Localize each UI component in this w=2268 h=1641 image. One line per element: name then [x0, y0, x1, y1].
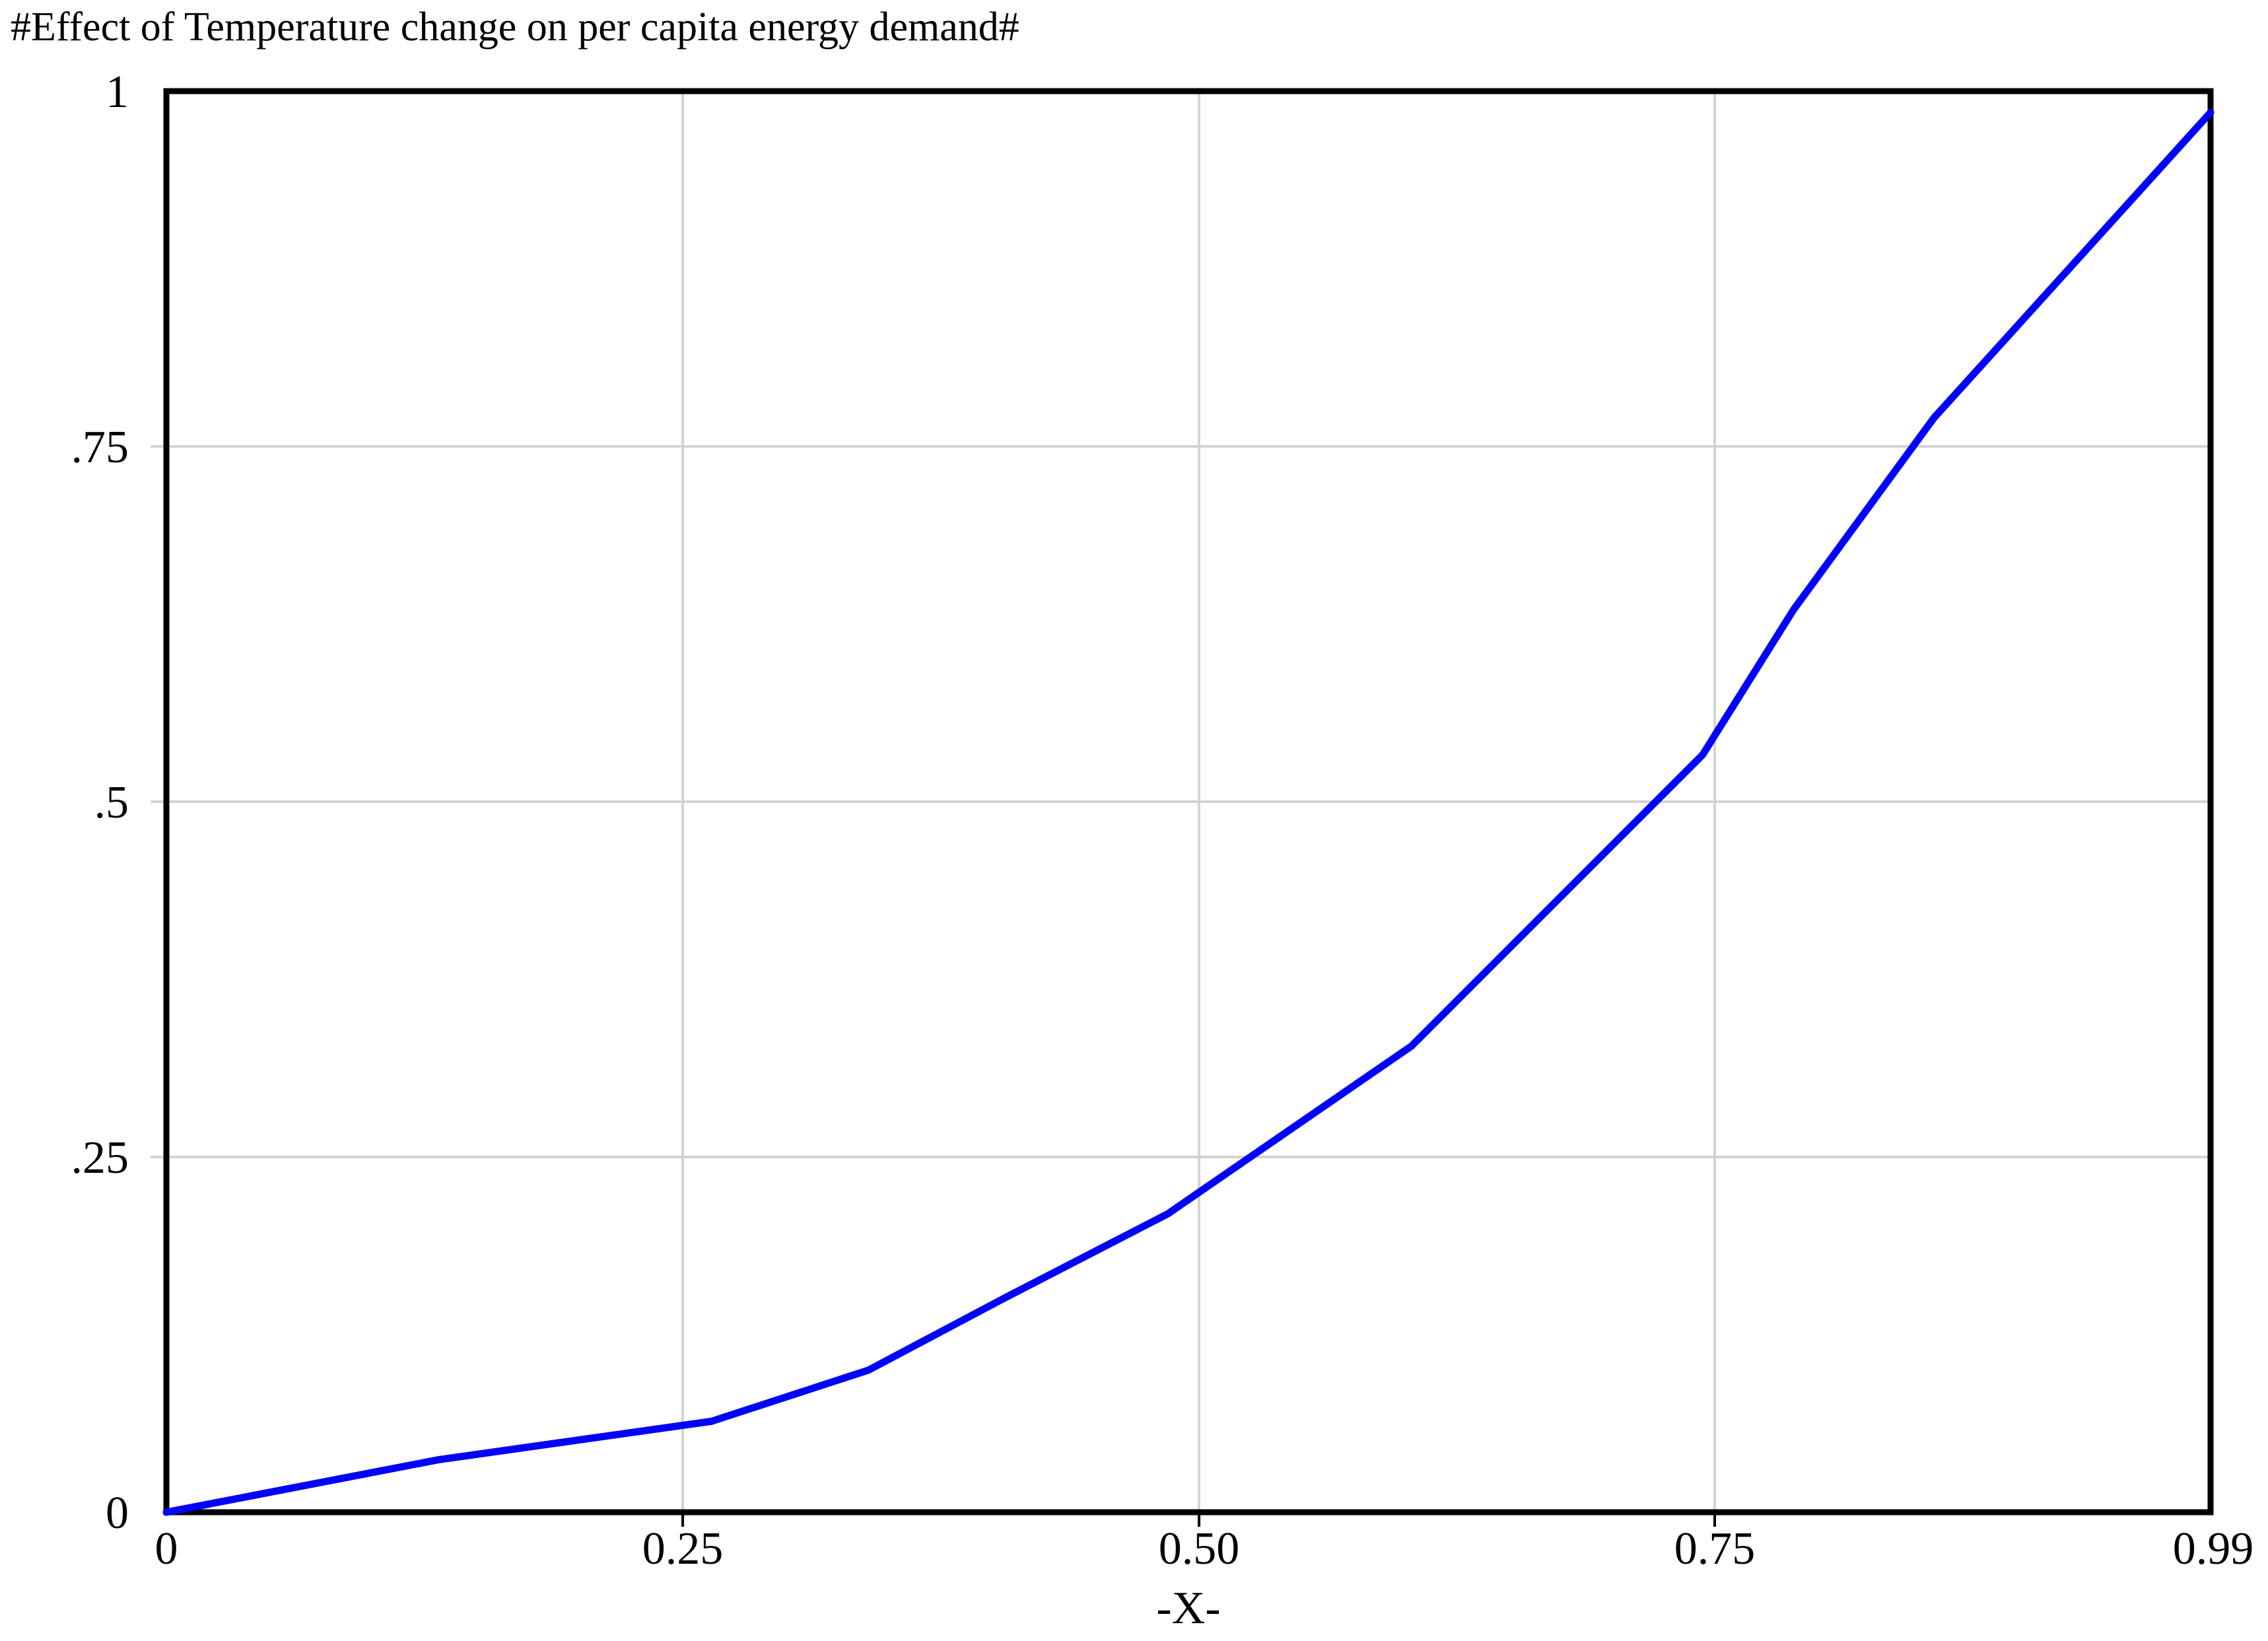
- chart-title: #Effect of Temperature change on per cap…: [11, 5, 1019, 50]
- x-axis-ticks: [681, 1515, 1716, 1527]
- y-tick-label-025: .25: [71, 1133, 129, 1183]
- x-axis-title: -X-: [1156, 1583, 1220, 1634]
- y-tick-label-1: 1: [106, 67, 129, 118]
- x-tick-label-099: 0.99: [2173, 1523, 2254, 1574]
- y-axis-labels: 1 .75 .5 .25 0: [71, 67, 129, 1539]
- lookup-curve-line: [162, 108, 2215, 1516]
- x-tick-label-075: 0.75: [1674, 1523, 1756, 1574]
- y-tick-label-0: 0: [106, 1488, 129, 1539]
- x-tick-label-050: 0.50: [1159, 1523, 1240, 1574]
- plot-border: [163, 88, 2214, 1516]
- x-axis-labels: 0 0.25 0.50 0.75 0.99: [155, 1523, 2254, 1574]
- x-tick-label-0: 0: [155, 1523, 178, 1574]
- y-tick-label-05: .5: [94, 777, 129, 828]
- x-tick-label-025: 0.25: [642, 1523, 724, 1574]
- horizontal-gridlines: [151, 445, 2211, 1158]
- y-tick-label-075: .75: [71, 422, 129, 473]
